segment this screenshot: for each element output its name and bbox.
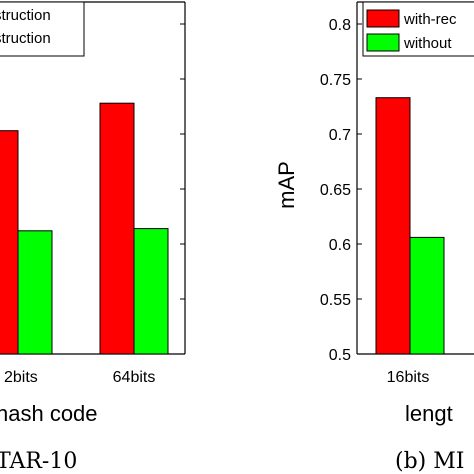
left-x-axis-label: hash code [0, 401, 98, 426]
left-bar-s1-2bits [17, 230, 53, 355]
right-x-axis-label: lengt [405, 401, 453, 426]
right-y-tick-label-2: 0.6 [329, 237, 351, 254]
right-bar-s0-16bits [375, 97, 411, 355]
right-y-tick-label-0: 0.5 [329, 347, 351, 364]
right-y-tick-label-1: 0.55 [320, 292, 351, 309]
right-legend: with-rec without [362, 1, 474, 57]
left-bar-s0-64bits [99, 102, 135, 355]
right-figure-caption: (b) MI [395, 449, 464, 474]
right-chart-panel: 0.50.550.60.650.70.750.816bitswith-recwi… [320, 1, 474, 386]
right-legend-swatch-1 [366, 33, 400, 52]
left-bar-s0-2bits [0, 130, 19, 355]
right-y-tick-label-3: 0.65 [320, 182, 351, 199]
left-x-tick-label-0: 2bits [4, 369, 38, 386]
right-y-axis-label: mAP [274, 161, 299, 209]
right-legend-label-0: with-rec [403, 11, 457, 28]
left-bar-s1-64bits [133, 228, 169, 355]
right-legend-swatch-0 [366, 9, 400, 28]
left-x-tick-label-1: 64bits [113, 369, 156, 386]
right-y-tick-label-4: 0.7 [329, 127, 351, 144]
left-figure-caption: TAR-10 [0, 449, 77, 474]
left-legend-box [0, 1, 85, 57]
right-x-tick-label-0: 16bits [387, 369, 430, 386]
right-y-tick-label-6: 0.8 [329, 17, 351, 34]
right-bar-s1-16bits [409, 236, 445, 355]
right-legend-label-1: without [403, 35, 452, 52]
right-y-tick-label-5: 0.75 [320, 72, 351, 89]
